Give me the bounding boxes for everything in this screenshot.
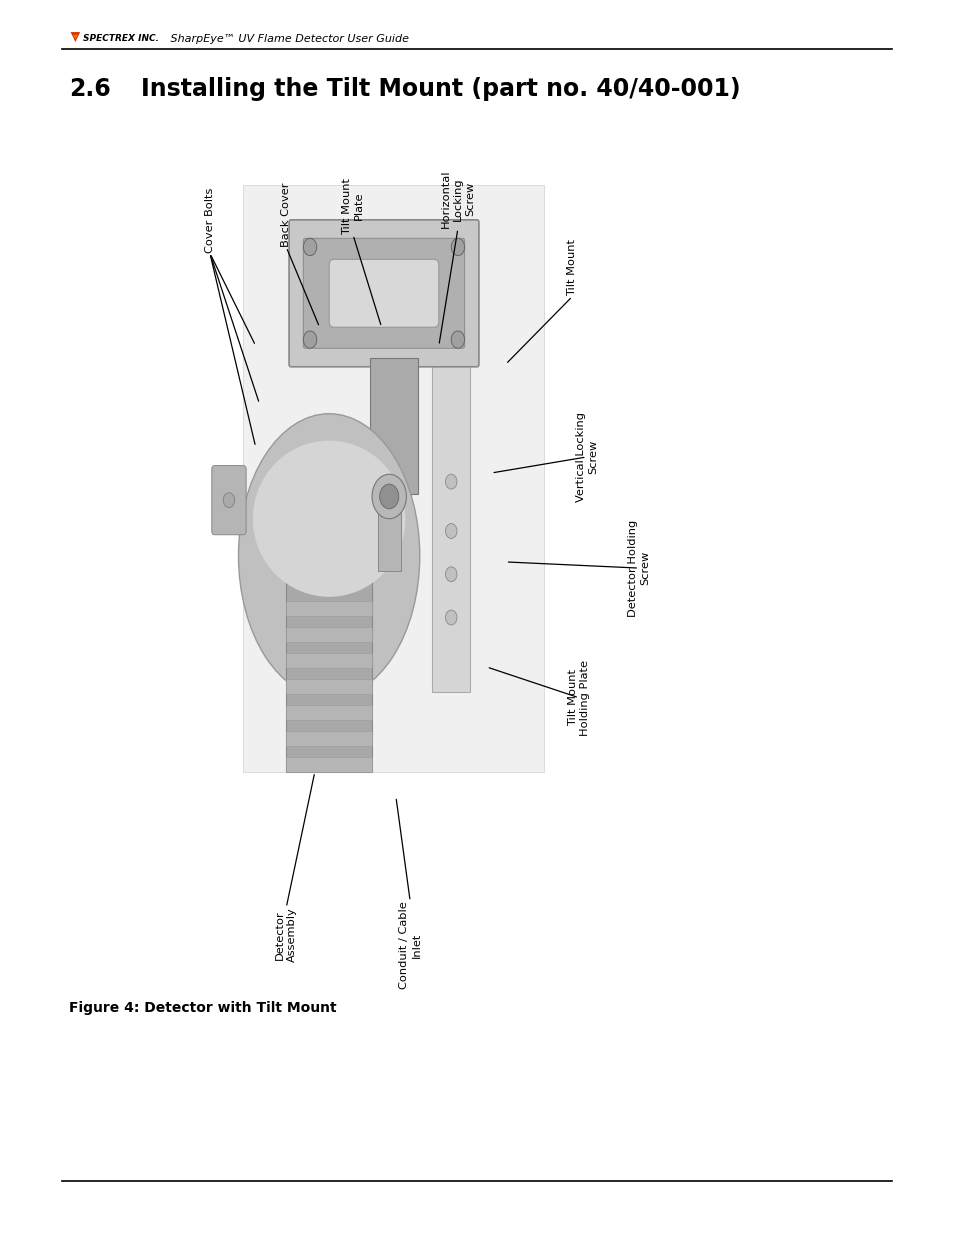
FancyBboxPatch shape: [286, 731, 372, 746]
Ellipse shape: [238, 414, 419, 698]
FancyBboxPatch shape: [286, 757, 372, 772]
Circle shape: [445, 567, 456, 582]
Circle shape: [372, 474, 406, 519]
Polygon shape: [72, 35, 78, 40]
FancyBboxPatch shape: [286, 705, 372, 720]
FancyBboxPatch shape: [286, 653, 372, 668]
Text: Detector Holding
Screw: Detector Holding Screw: [627, 520, 650, 616]
Text: Installing the Tilt Mount (part no. 40/40-001): Installing the Tilt Mount (part no. 40/4…: [141, 77, 740, 101]
Text: Back Cover: Back Cover: [281, 183, 291, 247]
FancyBboxPatch shape: [370, 358, 417, 494]
Circle shape: [445, 610, 456, 625]
Polygon shape: [71, 32, 80, 42]
FancyBboxPatch shape: [286, 574, 372, 772]
Text: Tilt Mount
Plate: Tilt Mount Plate: [341, 178, 364, 235]
Text: Conduit / Cable
Inlet: Conduit / Cable Inlet: [398, 902, 421, 989]
FancyBboxPatch shape: [377, 496, 400, 571]
Text: Vertical Locking
Screw: Vertical Locking Screw: [575, 412, 598, 501]
Text: SPECTREX INC.: SPECTREX INC.: [83, 35, 159, 43]
Circle shape: [303, 331, 316, 348]
FancyBboxPatch shape: [303, 238, 464, 348]
FancyBboxPatch shape: [286, 627, 372, 642]
Text: Tilt Mount
Holding Plate: Tilt Mount Holding Plate: [567, 659, 590, 736]
FancyBboxPatch shape: [286, 601, 372, 616]
FancyBboxPatch shape: [329, 259, 438, 327]
FancyBboxPatch shape: [286, 679, 372, 694]
FancyBboxPatch shape: [432, 333, 470, 692]
Circle shape: [445, 524, 456, 538]
Text: Detector
Assembly: Detector Assembly: [274, 908, 297, 962]
Text: Horizontal
Locking
Screw: Horizontal Locking Screw: [440, 170, 475, 228]
Circle shape: [445, 474, 456, 489]
Circle shape: [451, 331, 464, 348]
Text: Figure 4: Detector with Tilt Mount: Figure 4: Detector with Tilt Mount: [69, 1000, 336, 1015]
Ellipse shape: [253, 441, 405, 597]
Circle shape: [451, 238, 464, 256]
Circle shape: [223, 493, 234, 508]
Circle shape: [379, 484, 398, 509]
FancyBboxPatch shape: [212, 466, 246, 535]
Circle shape: [303, 238, 316, 256]
Text: 2.6: 2.6: [69, 77, 111, 101]
Text: Cover Bolts: Cover Bolts: [205, 188, 214, 253]
Text: SharpEye™ UV Flame Detector User Guide: SharpEye™ UV Flame Detector User Guide: [167, 33, 409, 44]
Bar: [243, 185, 543, 772]
Text: Tilt Mount: Tilt Mount: [567, 240, 577, 296]
FancyBboxPatch shape: [289, 220, 478, 367]
